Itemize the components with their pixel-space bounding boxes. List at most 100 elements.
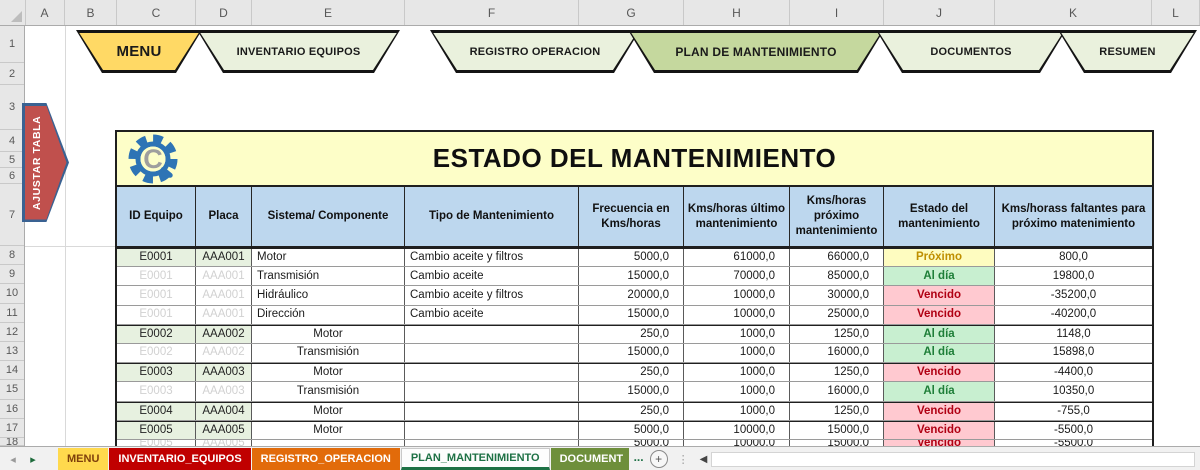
cell-sistema[interactable]: Transmisión	[252, 267, 405, 286]
cell-tipo-mantenimiento[interactable]	[405, 382, 579, 401]
row-header-9[interactable]: 9	[0, 265, 24, 285]
cell-placa[interactable]: AAA005	[196, 421, 252, 439]
column-header-L[interactable]: L	[1152, 0, 1200, 25]
cell-ultimo-mantenimiento[interactable]: 10000,0	[684, 439, 790, 446]
cell-placa[interactable]: AAA005	[196, 439, 252, 446]
row-header-2[interactable]: 2	[0, 63, 24, 85]
cell-frecuencia[interactable]: 5000,0	[579, 439, 684, 446]
cell-frecuencia[interactable]: 250,0	[579, 402, 684, 420]
cell-frecuencia[interactable]: 5000,0	[579, 421, 684, 439]
column-header-cell[interactable]: Estado del mantenimiento	[884, 187, 995, 246]
column-header-cell[interactable]: Kms/horass faltantes para próximo mateni…	[1001, 202, 1146, 230]
sheet-tab-registro_operacion[interactable]: REGISTRO_OPERACION	[251, 448, 400, 470]
cell-tipo-mantenimiento[interactable]	[405, 439, 579, 446]
cell-proximo-mantenimiento[interactable]: 1250,0	[790, 364, 884, 382]
column-header-C[interactable]: C	[117, 0, 196, 25]
cell-sistema[interactable]: Transmisión	[252, 343, 405, 363]
adjust-table-button[interactable]: AJUSTAR TABLA	[22, 103, 69, 222]
cell-faltantes[interactable]: -4400,0	[1053, 366, 1093, 379]
cell-tipo-mantenimiento[interactable]: Cambio aceite y filtros	[405, 249, 579, 267]
row-header-18[interactable]: 18	[0, 438, 24, 446]
column-header-F[interactable]: F	[405, 0, 579, 25]
sheet-tab-document[interactable]: DOCUMENT	[550, 448, 629, 470]
column-header-G[interactable]: G	[579, 0, 684, 25]
row-header-16[interactable]: 16	[0, 400, 24, 419]
cell-faltantes[interactable]: 15898,0	[1052, 346, 1095, 359]
cell-id-equipo[interactable]: E0001	[117, 286, 196, 305]
row-header-8[interactable]: 8	[0, 246, 24, 266]
cell-placa[interactable]: AAA001	[196, 286, 252, 305]
cell-proximo-mantenimiento[interactable]: 16000,0	[790, 382, 884, 401]
column-header-cell[interactable]: Kms/horas último mantenimiento	[684, 187, 790, 246]
cell-sistema[interactable]: Motor	[252, 364, 405, 382]
column-header-D[interactable]: D	[196, 0, 252, 25]
row-header-14[interactable]: 14	[0, 361, 24, 381]
cell-frecuencia[interactable]: 5000,0	[579, 249, 684, 267]
sheet-tab-menu[interactable]: MENU	[58, 448, 109, 470]
cell-placa[interactable]: AAA001	[196, 249, 252, 267]
column-header-E[interactable]: E	[252, 0, 405, 25]
cell-estado[interactable]: Vencido	[884, 364, 995, 382]
hscroll-left-icon[interactable]: ◀	[699, 453, 708, 465]
column-header-cell[interactable]: Placa	[196, 187, 252, 246]
cell-sistema[interactable]: Motor	[252, 249, 405, 267]
cell-frecuencia[interactable]: 15000,0	[579, 343, 684, 363]
cell-estado[interactable]: Vencido	[884, 286, 995, 305]
cell-tipo-mantenimiento[interactable]	[405, 364, 579, 382]
horizontal-scrollbar[interactable]	[711, 451, 1195, 467]
cell-placa[interactable]: AAA002	[196, 343, 252, 363]
cell-faltantes[interactable]: 1148,0	[1056, 327, 1091, 340]
row-header-6[interactable]: 6	[0, 168, 24, 184]
select-all-corner[interactable]	[0, 0, 26, 25]
cell-frecuencia[interactable]: 250,0	[579, 364, 684, 382]
cell-placa[interactable]: AAA003	[196, 364, 252, 382]
cell-proximo-mantenimiento[interactable]: 1250,0	[790, 402, 884, 420]
cell-faltantes[interactable]: -5500,0	[1053, 423, 1093, 436]
cell-tipo-mantenimiento[interactable]	[405, 343, 579, 363]
cell-id-equipo[interactable]: E0002	[117, 343, 196, 363]
cell-id-equipo[interactable]: E0003	[117, 382, 196, 401]
cell-estado[interactable]: Vencido	[884, 439, 995, 446]
cell-placa[interactable]: AAA002	[196, 325, 252, 343]
nav-button-menu[interactable]: MENU	[76, 30, 202, 73]
cell-tipo-mantenimiento[interactable]	[405, 402, 579, 420]
cell-proximo-mantenimiento[interactable]: 1250,0	[790, 325, 884, 343]
cell-estado[interactable]: Al día	[884, 382, 995, 401]
cell-id-equipo[interactable]: E0001	[117, 305, 196, 324]
cell-faltantes[interactable]: -5500,0	[1053, 439, 1093, 446]
cell-ultimo-mantenimiento[interactable]: 10000,0	[684, 421, 790, 439]
cell-proximo-mantenimiento[interactable]: 25000,0	[790, 305, 884, 324]
cell-id-equipo[interactable]: E0005	[117, 421, 196, 439]
row-header-12[interactable]: 12	[0, 323, 24, 342]
column-header-A[interactable]: A	[25, 0, 65, 25]
cell-faltantes[interactable]: -755,0	[1057, 404, 1090, 417]
row-header-7[interactable]: 7	[0, 184, 24, 246]
cell-ultimo-mantenimiento[interactable]: 10000,0	[684, 286, 790, 305]
row-header-17[interactable]: 17	[0, 419, 24, 438]
cell-ultimo-mantenimiento[interactable]: 1000,0	[684, 343, 790, 363]
nav-button-documentos[interactable]: DOCUMENTOS	[876, 30, 1066, 73]
cell-ultimo-mantenimiento[interactable]: 70000,0	[684, 267, 790, 286]
sheet-tab-inventario_equipos[interactable]: INVENTARIO_EQUIPOS	[109, 448, 251, 470]
cell-frecuencia[interactable]: 15000,0	[579, 305, 684, 324]
column-header-J[interactable]: J	[884, 0, 995, 25]
column-header-cell[interactable]: Frecuencia en Kms/horas	[579, 187, 684, 246]
cell-frecuencia[interactable]: 15000,0	[579, 382, 684, 401]
row-header-1[interactable]: 1	[0, 25, 24, 63]
sheet-nav-right-icon[interactable]: ▸	[30, 453, 36, 466]
sheet-tab-plan_mantenimiento[interactable]: PLAN_MANTENIMIENTO	[400, 448, 550, 470]
row-header-3[interactable]: 3	[0, 85, 24, 130]
cell-ultimo-mantenimiento[interactable]: 1000,0	[684, 382, 790, 401]
cell-tipo-mantenimiento[interactable]: Cambio aceite	[405, 267, 579, 286]
row-header-11[interactable]: 11	[0, 304, 24, 323]
cell-placa[interactable]: AAA003	[196, 382, 252, 401]
cell-id-equipo[interactable]: E0001	[117, 267, 196, 286]
cell-proximo-mantenimiento[interactable]: 15000,0	[790, 439, 884, 446]
row-header-13[interactable]: 13	[0, 342, 24, 362]
row-header-15[interactable]: 15	[0, 380, 24, 400]
cell-frecuencia[interactable]: 20000,0	[579, 286, 684, 305]
cell-proximo-mantenimiento[interactable]: 85000,0	[790, 267, 884, 286]
cell-estado[interactable]: Próximo	[884, 249, 995, 267]
cell-faltantes[interactable]: 19800,0	[1052, 269, 1095, 282]
add-sheet-button[interactable]: +	[649, 450, 668, 468]
